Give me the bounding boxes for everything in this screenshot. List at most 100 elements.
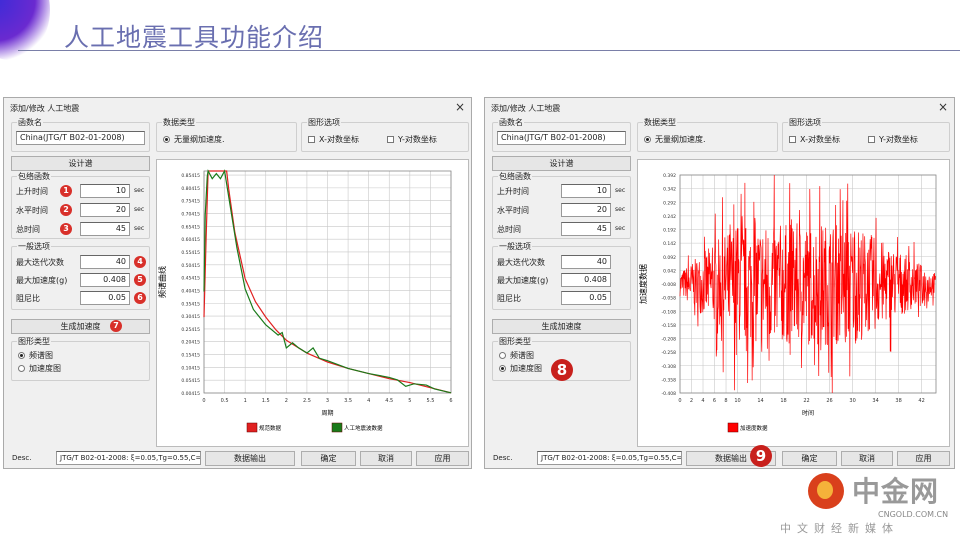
close-icon[interactable]: ×	[454, 100, 465, 114]
checkbox-icon[interactable]	[868, 136, 875, 143]
radio-selected-icon[interactable]	[163, 136, 170, 143]
dialog-add-edit-artificial-quake: 添加/修改 人工地震 × 函数名 China(JTG/T B02-01-2008) 数据…	[3, 97, 472, 469]
data-type-group: 数据类型无量纲加速度.	[637, 117, 778, 152]
envelope-field-label: 总时间	[497, 225, 521, 234]
series-line-0	[203, 170, 452, 394]
slide-decoration	[0, 0, 50, 60]
y-tick-label: 0.25415	[181, 327, 200, 333]
cancel-button[interactable]: 取消	[360, 451, 412, 466]
apply-button[interactable]: 应用	[416, 451, 469, 466]
desc-input[interactable]: JTG/T B02-01-2008: ξ=0.05,Tg=0.55,C=1	[537, 451, 682, 465]
graph-type-option: 频谱图	[510, 351, 534, 360]
y-tick-label: -0.358	[661, 377, 676, 383]
design-spectrum-button[interactable]: 设计谱	[492, 156, 631, 171]
desc-input[interactable]: JTG/T B02-01-2008: ξ=0.05,Tg=0.55,C=1	[56, 451, 201, 465]
y-tick-label: -0.108	[661, 309, 676, 315]
graph-options-label: 图形选项	[307, 117, 341, 128]
close-icon[interactable]: ×	[937, 100, 948, 114]
apply-button[interactable]: 应用	[897, 451, 950, 466]
legend-label: 人工地震波数据	[344, 424, 383, 432]
dialog-title: 添加/修改 人工地震	[10, 104, 80, 113]
logo-icon	[808, 473, 844, 509]
function-name-input[interactable]: China(JTG/T B02-01-2008)	[497, 131, 626, 145]
general-field-input[interactable]: 0.408	[80, 273, 130, 287]
radio-icon[interactable]	[499, 352, 506, 359]
graph-type-label: 图形类型	[498, 336, 532, 347]
checkbox-icon[interactable]	[387, 136, 394, 143]
y-tick-label: 0.50415	[181, 263, 200, 269]
envelope-field-input[interactable]: 45	[561, 222, 611, 236]
y-tick-label: -0.058	[661, 296, 676, 302]
legend-swatch	[727, 422, 739, 433]
ok-button[interactable]: 确定	[782, 451, 837, 466]
y-tick-label: 0.55415	[181, 250, 200, 256]
radio-icon[interactable]	[499, 365, 506, 372]
y-tick-label: 0.392	[663, 173, 676, 179]
step-badge: 9	[750, 445, 772, 467]
envelope-field-input[interactable]: 10	[561, 184, 611, 198]
general-field-label: 最大加速度(g)	[497, 276, 549, 285]
envelope-field-input[interactable]: 20	[80, 203, 130, 217]
data-type-label: 数据类型	[643, 117, 677, 128]
data-type-group: 数据类型无量纲加速度.	[156, 117, 297, 152]
x-log-checkbox[interactable]: X-对数坐标	[308, 134, 359, 145]
general-field-input[interactable]: 0.408	[561, 273, 611, 287]
y-log-checkbox[interactable]: Y-对数坐标	[868, 134, 918, 145]
radio-icon[interactable]	[18, 352, 25, 359]
data-type-radio[interactable]: 无量纲加速度.	[644, 134, 706, 145]
graph-options-group: 图形选项 X-对数坐标 Y-对数坐标	[301, 117, 469, 152]
data-type-radio[interactable]: 无量纲加速度.	[163, 134, 225, 145]
dialog-add-edit-artificial-quake: 添加/修改 人工地震 × 函数名 China(JTG/T B02-01-2008) 数据…	[484, 97, 955, 469]
y-tick-label: 0.60415	[181, 237, 200, 243]
general-options-group: 一般选项 最大迭代次数 40 最大加速度(g) 0.408 阻尼比 0.05	[492, 241, 631, 310]
logo-domain: CNGOLD.COM.CN	[878, 510, 949, 519]
y-tick-label: -0.008	[661, 282, 676, 288]
graph-type-radio[interactable]: 频谱图	[499, 350, 534, 361]
x-log-label: X-对数坐标	[800, 135, 840, 144]
cancel-button[interactable]: 取消	[841, 451, 893, 466]
general-field-input[interactable]: 40	[80, 255, 130, 269]
y-tick-label: 0.35415	[181, 301, 200, 307]
legend-swatch	[331, 422, 343, 433]
x-tick-label: 0	[202, 398, 205, 404]
legend-label: 规范数据	[259, 424, 282, 432]
chart-panel: 0 2 4 6 8 10 14 18 22 26 30 34 38 42 0.392 0.342 0.292 0.…	[637, 159, 950, 447]
graph-type-radio[interactable]: 频谱图	[18, 350, 53, 361]
graph-type-radio[interactable]: 加速度图	[499, 363, 542, 374]
step-badge: 2	[60, 204, 72, 216]
ok-button[interactable]: 确定	[301, 451, 356, 466]
x-log-checkbox[interactable]: X-对数坐标	[789, 134, 840, 145]
general-field-input[interactable]: 0.05	[561, 291, 611, 305]
y-tick-label: 0.85415	[181, 173, 200, 179]
radio-selected-icon[interactable]	[644, 136, 651, 143]
design-spectrum-button[interactable]: 设计谱	[11, 156, 150, 171]
y-tick-label: 0.80415	[181, 186, 200, 192]
general-field-label: 最大迭代次数	[497, 258, 545, 267]
general-field-input[interactable]: 40	[561, 255, 611, 269]
generate-acceleration-button[interactable]: 生成加速度	[492, 319, 631, 334]
y-log-label: Y-对数坐标	[398, 135, 437, 144]
function-name-input[interactable]: China(JTG/T B02-01-2008)	[16, 131, 145, 145]
envelope-field-input[interactable]: 10	[80, 184, 130, 198]
y-log-checkbox[interactable]: Y-对数坐标	[387, 134, 437, 145]
function-name-label: 函数名	[17, 117, 43, 128]
checkbox-icon[interactable]	[308, 136, 315, 143]
general-field-label: 最大加速度(g)	[16, 276, 68, 285]
logo-brand: 中金网	[852, 475, 940, 508]
export-data-button[interactable]: 数据输出	[205, 451, 295, 466]
checkbox-icon[interactable]	[789, 136, 796, 143]
data-type-label: 数据类型	[162, 117, 196, 128]
desc-label: Desc.	[12, 454, 32, 462]
envelope-field-input[interactable]: 45	[80, 222, 130, 236]
y-axis-label: 频谱曲线	[157, 266, 167, 298]
generate-acceleration-button[interactable]: 生成加速度	[11, 319, 150, 334]
graph-type-radio[interactable]: 加速度图	[18, 363, 61, 374]
envelope-field-input[interactable]: 20	[561, 203, 611, 217]
chart-svg: 0 2 4 6 8 10 14 18 22 26 30 34 38 42 0.392 0.342 0.292 0.…	[638, 173, 937, 433]
step-badge: 1	[60, 185, 72, 197]
radio-icon[interactable]	[18, 365, 25, 372]
general-field-input[interactable]: 0.05	[80, 291, 130, 305]
step-badge: 7	[110, 320, 122, 332]
x-tick-label: 10	[734, 398, 740, 404]
x-tick-label: 1	[244, 398, 247, 404]
